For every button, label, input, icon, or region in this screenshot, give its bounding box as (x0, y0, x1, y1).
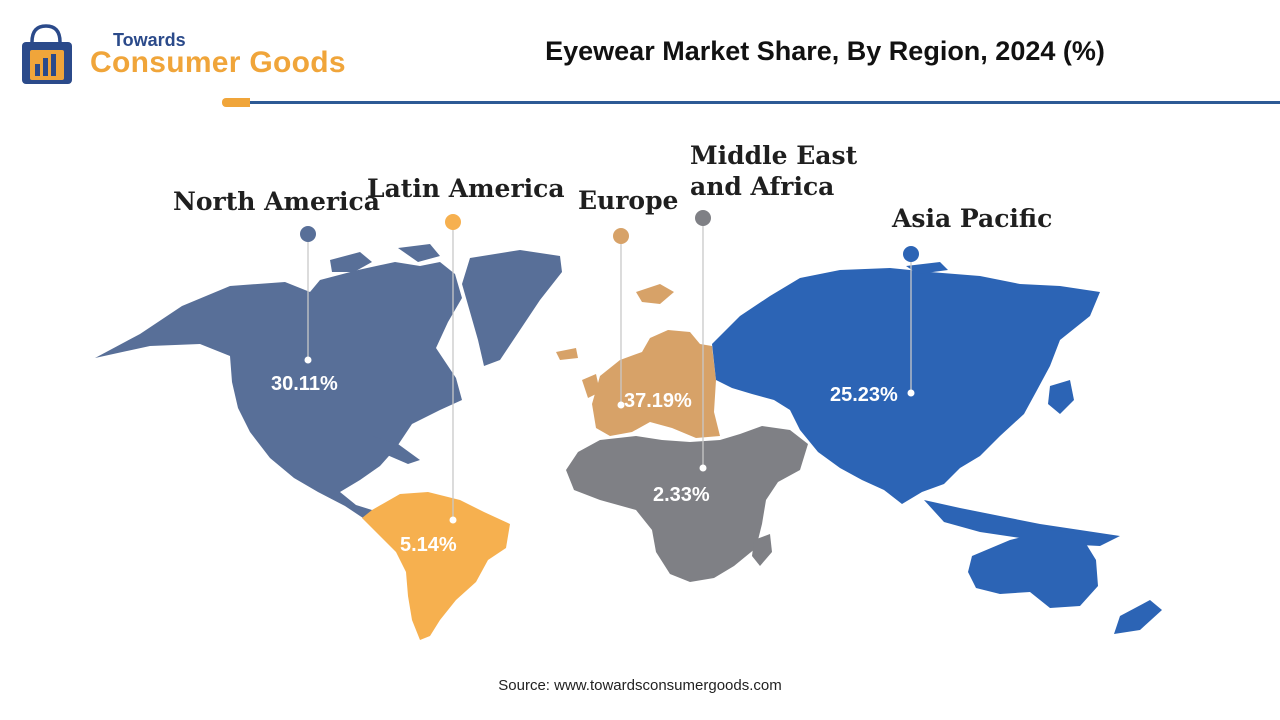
source-note: Source: www.towardsconsumergoods.com (498, 677, 782, 694)
endpoint-mea (699, 464, 707, 472)
header-divider (250, 101, 1280, 104)
region-label-latin-america: Latin America (367, 174, 565, 203)
endpoint-asia-pacific (907, 389, 915, 397)
share-north-america: 30.11% (271, 373, 338, 395)
endpoint-north-america (304, 356, 312, 364)
endpoint-europe (617, 401, 625, 409)
shopping-bag-icon (22, 24, 72, 84)
region-europe (556, 284, 720, 438)
region-label-europe: Europe (578, 186, 679, 215)
header: Towards Consumer Goods Eyewear Market Sh… (0, 0, 1280, 110)
share-latin-america: 5.14% (400, 534, 457, 556)
marker-europe (613, 228, 629, 244)
marker-mea (695, 210, 711, 226)
share-mea: 2.33% (653, 484, 710, 506)
marker-latin-america (445, 214, 461, 230)
region-asia-pacific (712, 262, 1162, 634)
share-europe: 37.19% (624, 390, 692, 412)
region-label-mea-line2: and Africa (690, 172, 835, 201)
region-latin-america (362, 492, 510, 640)
logo-top-text: Towards (113, 30, 186, 50)
page-title: Eyewear Market Share, By Region, 2024 (%… (545, 36, 1105, 66)
brand-logo: Towards Consumer Goods (18, 20, 368, 90)
region-middle-east-africa (566, 426, 808, 582)
divider-accent (222, 98, 250, 107)
share-asia-pacific: 25.23% (830, 384, 898, 406)
region-label-north-america: North America (173, 187, 380, 216)
logo-main-text: Consumer Goods (90, 46, 346, 79)
region-north-america (95, 244, 562, 520)
marker-north-america (300, 226, 316, 242)
region-label-mea-line1: Middle East (690, 141, 858, 170)
endpoint-latin-america (449, 516, 457, 524)
marker-asia-pacific (903, 246, 919, 262)
region-label-asia-pacific: Asia Pacific (892, 204, 1053, 233)
